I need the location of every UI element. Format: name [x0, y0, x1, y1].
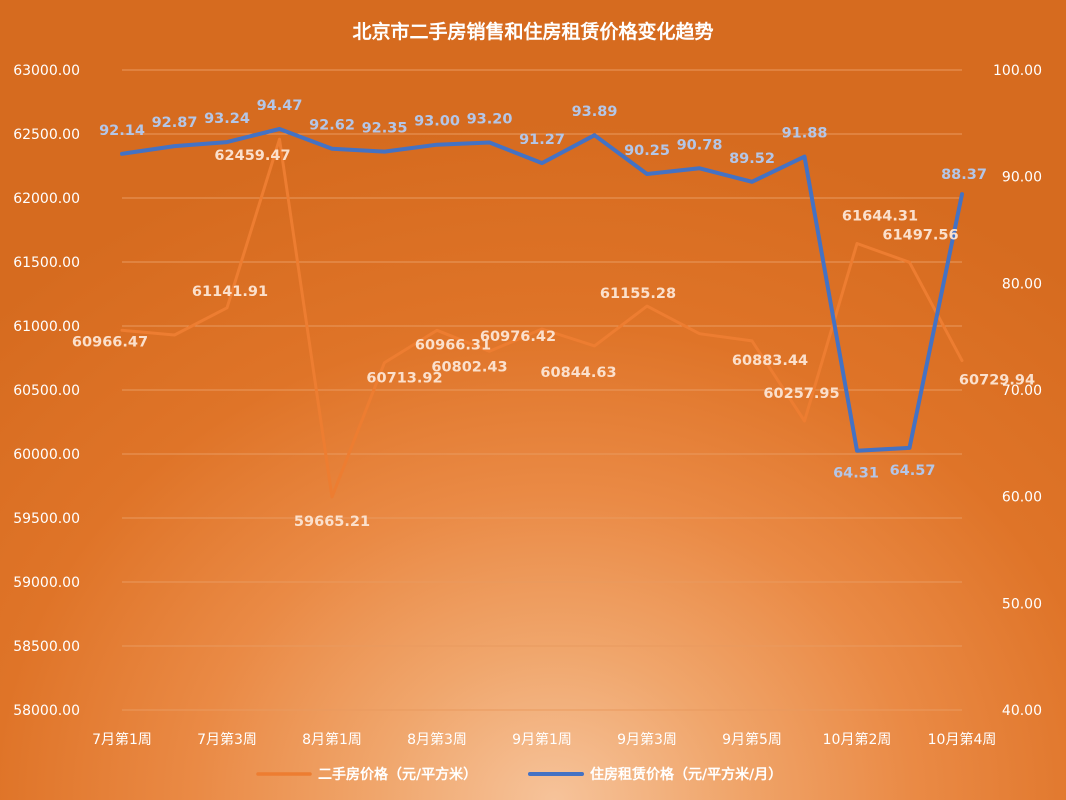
x-tick-label: 9月第5周 — [722, 731, 782, 748]
x-tick-label: 8月第3周 — [407, 731, 467, 748]
data-label-secondhand: 61644.31 — [842, 209, 918, 225]
legend[interactable]: 二手房价格（元/平方米） 住房租赁价格（元/平方米/月） — [256, 766, 782, 783]
x-tick-label: 7月第1周 — [92, 731, 152, 748]
data-label-rent: 90.25 — [624, 143, 670, 159]
y-left-tick-label: 59500.00 — [13, 511, 80, 527]
data-label-rent: 94.47 — [257, 98, 303, 114]
x-tick-label: 9月第1周 — [512, 731, 572, 748]
data-label-secondhand: 60976.42 — [480, 329, 556, 345]
y-left-tick-label: 60000.00 — [13, 447, 80, 463]
data-label-rent: 91.88 — [782, 126, 828, 142]
series-line-rent-price — [120, 127, 964, 453]
data-label-rent: 89.52 — [729, 151, 775, 167]
data-label-rent: 64.31 — [833, 466, 879, 482]
y-left-tick-label: 62000.00 — [13, 191, 80, 207]
data-label-rent: 92.62 — [309, 118, 355, 134]
y-left-tick-label: 58500.00 — [13, 639, 80, 655]
x-tick-label: 8月第1周 — [302, 731, 362, 748]
x-tick-label: 9月第3周 — [617, 731, 677, 748]
data-label-rent: 92.35 — [362, 121, 408, 137]
y-right-tick-label: 80.00 — [1002, 276, 1042, 292]
legend-label-rent: 住房租赁价格（元/平方米/月） — [590, 766, 782, 783]
series-line-secondhand-price — [120, 137, 964, 499]
y-right-tick-label: 50.00 — [1002, 596, 1042, 612]
data-label-secondhand: 60729.94 — [959, 373, 1035, 389]
data-label-secondhand: 60713.92 — [366, 371, 442, 387]
data-label-rent: 93.89 — [572, 104, 618, 120]
y-left-tick-label: 60500.00 — [13, 383, 80, 399]
y-left-tick-label: 58000.00 — [13, 703, 80, 719]
data-label-secondhand: 60966.47 — [72, 334, 148, 350]
x-tick-label: 10月第4周 — [928, 731, 997, 748]
legend-item-secondhand-price[interactable]: 二手房价格（元/平方米） — [256, 766, 477, 783]
chart-title: 北京市二手房销售和住房租赁价格变化趋势 — [352, 20, 713, 43]
y-right-tick-label: 90.00 — [1002, 170, 1042, 186]
data-label-rent: 93.20 — [467, 112, 513, 128]
data-label-secondhand: 60802.43 — [431, 359, 507, 375]
y-right-tick-label: 100.00 — [993, 63, 1042, 79]
y-right-tick-label: 60.00 — [1002, 490, 1042, 506]
left-axis-ticks: 58000.00 58500.00 59000.00 59500.00 60000.00… — [13, 63, 80, 719]
x-tick-label: 10月第2周 — [823, 731, 892, 748]
data-label-secondhand: 59665.21 — [294, 514, 370, 530]
data-label-rent: 93.00 — [414, 114, 460, 130]
data-label-rent: 93.24 — [204, 111, 250, 127]
data-label-secondhand: 60883.44 — [732, 353, 808, 369]
y-left-tick-label: 59000.00 — [13, 575, 80, 591]
y-right-tick-label: 40.00 — [1002, 703, 1042, 719]
data-label-secondhand: 60966.31 — [415, 337, 491, 353]
data-label-secondhand: 60844.63 — [540, 365, 616, 381]
data-label-rent: 92.14 — [99, 123, 145, 139]
series-lines — [120, 127, 964, 499]
y-left-tick-label: 62500.00 — [13, 127, 80, 143]
data-label-secondhand: 62459.47 — [214, 148, 290, 164]
data-label-secondhand: 60257.95 — [763, 386, 839, 402]
data-label-rent: 88.37 — [941, 167, 987, 183]
y-left-tick-label: 61500.00 — [13, 255, 80, 271]
data-label-secondhand: 61497.56 — [882, 227, 958, 243]
gridlines — [122, 69, 962, 711]
data-label-secondhand: 61141.91 — [192, 284, 268, 300]
x-axis-ticks: 7月第1周 7月第3周 8月第1周 8月第3周 9月第1周 9月第3周 9月第5周 10月第2… — [92, 731, 996, 748]
x-tick-label: 7月第3周 — [197, 731, 257, 748]
right-axis-ticks: 40.00 50.00 60.00 70.00 80.00 90.00 100.00 — [993, 63, 1042, 719]
y-right-tick-label: 70.00 — [1002, 383, 1042, 399]
y-left-tick-label: 61000.00 — [13, 319, 80, 335]
data-label-rent: 64.57 — [890, 463, 936, 479]
data-label-secondhand: 61155.28 — [600, 286, 676, 302]
data-label-rent: 91.27 — [519, 132, 565, 148]
data-labels: 60966.47 61141.91 62459.47 59665.21 60713.92… — [72, 98, 1035, 530]
legend-label-secondhand: 二手房价格（元/平方米） — [318, 766, 477, 783]
legend-item-rent-price[interactable]: 住房租赁价格（元/平方米/月） — [528, 766, 782, 783]
data-label-rent: 92.87 — [152, 115, 198, 131]
data-label-rent: 90.78 — [677, 137, 723, 153]
y-left-tick-label: 63000.00 — [13, 63, 80, 79]
